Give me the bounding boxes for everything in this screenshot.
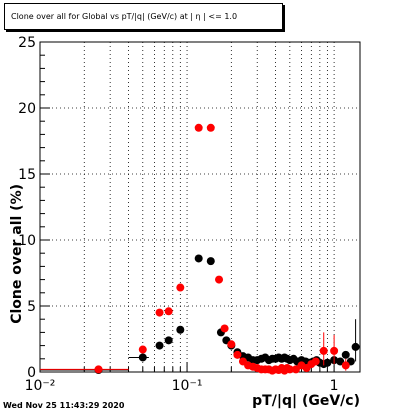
y-axis-title: Clone over all (%): [9, 184, 25, 324]
data-point: [285, 365, 294, 374]
timestamp: Wed Nov 25 11:43:29 2020: [3, 401, 125, 410]
x-tick-label: 1: [330, 378, 339, 394]
data-point: [227, 340, 236, 349]
series-layer: [40, 123, 360, 375]
data-point: [138, 353, 147, 362]
data-point: [291, 365, 300, 374]
data-point: [311, 357, 320, 366]
y-tick-label: 15: [18, 167, 36, 183]
data-point: [138, 345, 147, 354]
data-point: [336, 357, 345, 366]
data-point: [194, 123, 203, 132]
data-point: [155, 341, 164, 350]
data-point: [155, 308, 164, 317]
x-tick-label: 10⁻¹: [172, 378, 203, 394]
chart-title: Clone over all for Global vs pT/|q| (GeV…: [4, 3, 283, 30]
data-point: [194, 254, 203, 263]
axes: [39, 41, 335, 373]
plot-frame: [39, 41, 361, 373]
data-point: [341, 350, 350, 359]
data-point: [341, 361, 350, 370]
data-point: [233, 350, 242, 359]
data-point: [206, 123, 215, 132]
data-point: [323, 358, 332, 367]
grid: [40, 42, 360, 372]
y-tick-label: 20: [18, 101, 36, 117]
data-point: [164, 336, 173, 345]
data-point: [94, 365, 103, 374]
data-point: [164, 307, 173, 316]
data-point: [176, 283, 185, 292]
x-tick-label: 10⁻²: [25, 378, 56, 394]
y-tick-label: 5: [27, 299, 36, 315]
data-point: [330, 346, 339, 355]
series-red: [40, 123, 350, 375]
data-point: [319, 346, 328, 355]
data-point: [215, 275, 224, 284]
data-point: [220, 324, 229, 333]
y-tick-label: 10: [18, 233, 36, 249]
data-point: [176, 325, 185, 334]
x-axis-title: pT/|q| (GeV/c): [252, 393, 360, 409]
y-tick-label: 0: [27, 365, 36, 381]
y-tick-label: 25: [18, 35, 36, 51]
data-point: [206, 257, 215, 266]
data-point: [351, 342, 360, 351]
